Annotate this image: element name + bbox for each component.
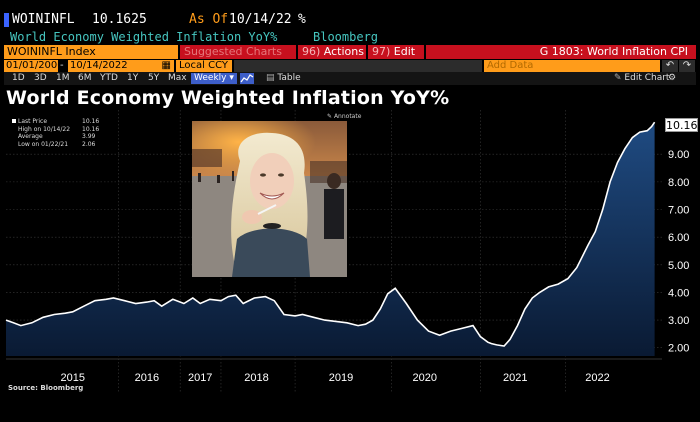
index-field[interactable]: WOININFL Index [4, 45, 178, 59]
table-icon: ▤ [266, 73, 275, 83]
line-chart-icon[interactable] [240, 73, 254, 84]
period-toolbar: 1D 3D 1M 6M YTD 1Y 5Y Max Weekly ▾ ▤ Tab… [4, 72, 696, 85]
last-price: 10.1625 [92, 12, 147, 27]
redo-icon[interactable]: ↷ [679, 60, 695, 72]
unit-label: % [298, 12, 306, 27]
portrait-illustration [192, 121, 347, 277]
edit-chart-label: Edit Chart [624, 73, 670, 83]
legend-label: High on 10/14/22 [18, 125, 71, 133]
annotate-button[interactable]: ✎ Annotate [327, 113, 361, 120]
y-tick-label: 2.00 [668, 343, 689, 355]
y-tick-label: 4.00 [668, 287, 689, 299]
ticker-symbol[interactable]: WOININFL [12, 12, 75, 27]
source-note: Source: Bloomberg [8, 384, 84, 392]
chart-legend: Last Price 10.16 High on 10/14/22 10.16 … [12, 118, 104, 152]
date-range-separator: - [60, 60, 64, 71]
legend-row-last-price: Last Price 10.16 [12, 118, 104, 126]
series-line [5, 121, 656, 347]
graph-title: G 1803: World Inflation CPI [539, 45, 688, 58]
as-of-date: 10/14/22 [229, 12, 292, 27]
legend-row-average: Average 3.99 [12, 133, 104, 141]
y-tick-label: 6.00 [668, 232, 689, 244]
data-source: Bloomberg [313, 30, 379, 44]
calendar-icon[interactable]: ▦ [161, 60, 171, 71]
actions-label: Actions [323, 45, 364, 58]
annotate-label: Annotate [333, 113, 362, 120]
series-area [6, 122, 655, 356]
table-button[interactable]: ▤ Table [266, 72, 301, 85]
graph-title-bar: G 1803: World Inflation CPI [426, 45, 696, 59]
period-5y[interactable]: 5Y [148, 73, 160, 83]
table-label: Table [277, 73, 301, 83]
x-tick-label: 2022 [585, 372, 609, 384]
date-range-toolbar: 01/01/2000 - 10/14/2022 ▦ Local CCY ▾ Ad… [4, 60, 696, 83]
input-cursor [4, 13, 9, 27]
y-tick-label: 5.00 [668, 260, 689, 272]
currency-value: Local CCY [179, 60, 228, 71]
x-tick-label: 2020 [413, 372, 437, 384]
chart-title: World Economy Weighted Inflation YoY% [6, 87, 450, 109]
x-tick-label: 2016 [135, 372, 159, 384]
security-description-row: World Economy Weighted Inflation YoY% Bl… [0, 30, 700, 44]
add-data-input[interactable]: Add Data [484, 60, 660, 72]
undo-icon[interactable]: ↶ [662, 60, 678, 72]
y-tick-label: 9.00 [668, 149, 689, 161]
x-tick-label: 2021 [503, 372, 527, 384]
edit-label: Edit [393, 45, 416, 58]
legend-value: 2.06 [82, 140, 96, 148]
frequency-value: Weekly [194, 73, 227, 83]
settings-icon[interactable]: ⚙ [668, 73, 677, 83]
period-1y[interactable]: 1Y [127, 73, 139, 83]
overlay-photo [192, 121, 347, 277]
y-tick-label: 3.00 [668, 315, 689, 327]
actions-menu[interactable]: 96) Actions ▾ [298, 45, 366, 72]
legend-label: Average [18, 133, 43, 140]
as-of-label: As Of [189, 12, 229, 27]
y-tick-label: 7.00 [668, 205, 689, 217]
frequency-select[interactable]: Weekly ▾ [191, 73, 237, 84]
x-tick-label: 2017 [188, 372, 212, 384]
last-price-swatch [12, 119, 16, 123]
period-3d[interactable]: 3D [34, 73, 47, 83]
legend-value: 10.16 [82, 125, 100, 133]
edit-chart-button[interactable]: ✎ Edit Chart [614, 72, 669, 85]
period-1d[interactable]: 1D [12, 73, 25, 83]
legend-value: 3.99 [82, 133, 96, 140]
legend-row-high: High on 10/14/22 10.16 [12, 126, 104, 134]
edit-number: 97) [372, 45, 391, 58]
x-tick-label: 2019 [329, 372, 353, 384]
legend-label: Low on 01/22/21 [18, 140, 69, 148]
chevron-down-icon: ▾ [229, 73, 234, 83]
suggested-charts-label: Suggested Charts [184, 45, 282, 58]
pencil-icon: ✎ [327, 113, 333, 120]
edit-menu[interactable]: 97) Edit ▾ [368, 45, 424, 72]
pencil-icon: ✎ [614, 73, 622, 83]
legend-row-low: Low on 01/22/21 2.06 [12, 141, 104, 149]
security-description: World Economy Weighted Inflation YoY% [10, 30, 278, 44]
security-header: WOININFL 10.1625 As Of 10/14/22 % [0, 12, 700, 28]
y-tick-label: 8.00 [668, 177, 689, 189]
period-ytd[interactable]: YTD [100, 73, 118, 83]
period-1m[interactable]: 1M [56, 73, 70, 83]
end-date-value: 10/14/2022 [70, 60, 128, 71]
x-tick-label: 2015 [60, 372, 84, 384]
suggested-charts-button[interactable]: Suggested Charts [180, 45, 296, 59]
period-max[interactable]: Max [168, 73, 187, 83]
start-date-input[interactable]: 01/01/2000 [4, 60, 64, 72]
last-value-badge: 10.16 [665, 118, 698, 132]
legend-value: 10.16 [82, 118, 100, 125]
period-6m[interactable]: 6M [78, 73, 92, 83]
toolbar-spacer [234, 60, 482, 72]
legend-label: Last Price [18, 118, 48, 125]
command-toolbar: WOININFL Index Suggested Charts 96) Acti… [4, 45, 696, 72]
x-tick-label: 2018 [244, 372, 268, 384]
end-date-input[interactable]: 10/14/2022 ▦ [68, 60, 174, 72]
actions-number: 96) [302, 45, 321, 58]
